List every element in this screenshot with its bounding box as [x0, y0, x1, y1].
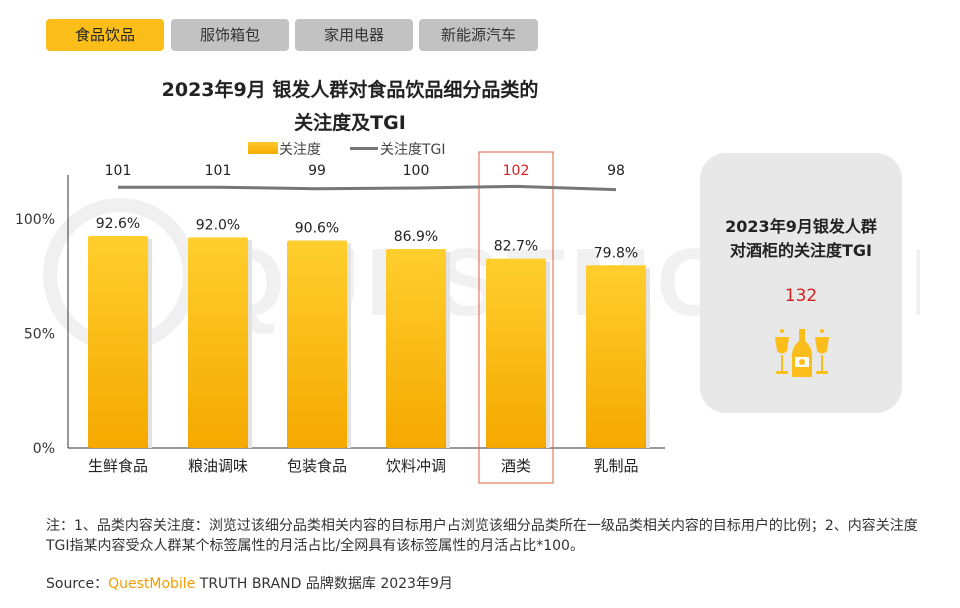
bar-value-label: 86.9%	[394, 229, 438, 245]
category-label: 包装食品	[287, 457, 347, 475]
tab-food-beverage[interactable]: 食品饮品	[46, 19, 164, 51]
footnote: 注：1、品类内容关注度：浏览过该细分品类相关内容的目标用户占浏览该细分品类所在一…	[46, 518, 918, 554]
tgi-value-label: 101	[105, 163, 132, 179]
highlight-box	[478, 151, 554, 484]
bar	[386, 248, 446, 448]
tgi-value-label: 102	[503, 163, 530, 179]
legend-line-swatch	[350, 147, 378, 150]
tab-home-appliances[interactable]: 家用电器	[295, 19, 413, 51]
bar-value-label: 90.6%	[295, 221, 339, 237]
bar-shadow	[148, 238, 152, 448]
tab-apparel-bags[interactable]: 服饰箱包	[171, 19, 289, 51]
category-label: 生鲜食品	[88, 457, 148, 475]
tgi-value-label: 98	[607, 163, 625, 179]
y-tick-label: 100%	[15, 212, 55, 228]
chart-title-line2: 关注度及TGI	[294, 112, 406, 134]
legend-bar-swatch	[248, 142, 278, 154]
tgi-card-title-line2: 对酒柜的关注度TGI	[729, 241, 872, 260]
bar-shadow	[646, 268, 650, 448]
chart-title: 2023年9月 银发人群对食品饮品细分品类的	[161, 79, 539, 101]
source-rest: TRUTH BRAND 品牌数据库 2023年9月	[195, 576, 453, 592]
bar	[486, 258, 546, 448]
tgi-value-label: 100	[403, 163, 430, 179]
bar-shadow	[446, 251, 450, 448]
category-label: 乳制品	[593, 457, 638, 475]
tgi-line	[118, 184, 617, 192]
bar-value-label: 79.8%	[594, 245, 638, 261]
legend-label-attention: 关注度	[279, 142, 321, 158]
bar	[586, 265, 646, 448]
source-brand: QuestMobile	[108, 576, 196, 592]
bar-value-label: 92.6%	[96, 216, 140, 232]
bar-value-label: 82.7%	[494, 239, 538, 255]
tgi-value-label: 99	[308, 163, 326, 179]
y-tick-label: 0%	[33, 441, 55, 457]
y-tick-label: 50%	[24, 327, 55, 343]
wine-cabinet-tgi-card: 2023年9月银发人群 对酒柜的关注度TGI 132	[700, 153, 902, 413]
tab-new-energy-vehicles[interactable]: 新能源汽车	[419, 19, 538, 51]
bar-shadow	[248, 240, 252, 448]
bar-value-label: 92.0%	[196, 217, 240, 233]
category-label: 粮油调味	[188, 457, 248, 475]
bar-shadow	[347, 243, 351, 448]
bar	[188, 237, 248, 448]
category-label: 饮料冲调	[386, 457, 446, 475]
tgi-card-title-line1: 2023年9月银发人群	[725, 217, 877, 236]
bar	[287, 240, 347, 448]
chart-area: 0% 50% 100% 92.6% 生鲜食品 92.0% 粮油调味 90.6% 包装食品 86.9…	[15, 151, 665, 484]
source-label: Source：	[46, 576, 109, 592]
tgi-card-value: 132	[784, 286, 818, 306]
bar	[88, 235, 148, 448]
bar-shadow	[546, 261, 550, 448]
legend-label-tgi: 关注度TGI	[380, 142, 446, 158]
category-label: 酒类	[501, 457, 531, 475]
tgi-value-label: 101	[205, 163, 232, 179]
wine-cabinet-icon	[775, 329, 829, 377]
tgi-card-title: 2023年9月银发人群 对酒柜的关注度TGI	[700, 215, 902, 263]
source-line: Source：QuestMobile TRUTH BRAND 品牌数据库 202…	[46, 573, 453, 593]
